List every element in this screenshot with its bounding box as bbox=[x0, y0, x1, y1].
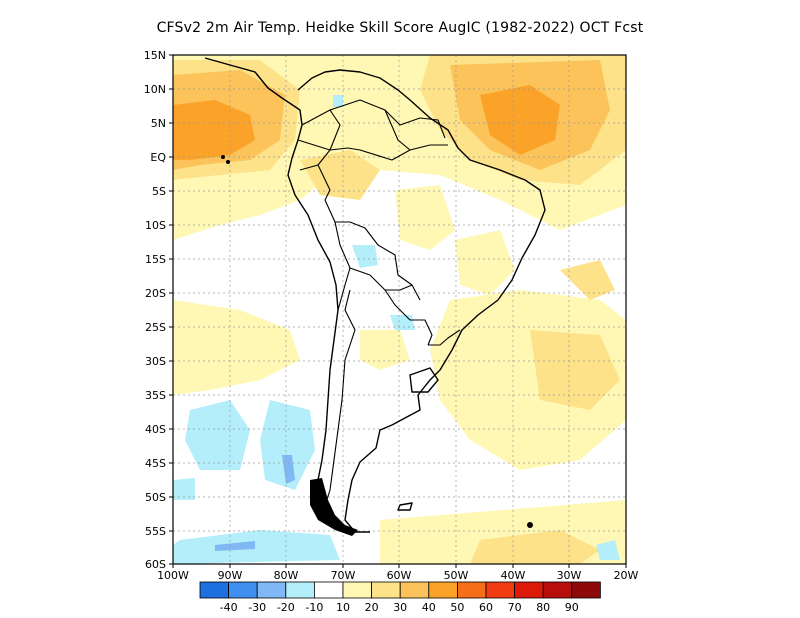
colorbar-swatch bbox=[399, 581, 430, 599]
colorbar-label: 50 bbox=[450, 601, 464, 614]
lon-label: 70W bbox=[331, 569, 356, 582]
colorbar-swatch bbox=[456, 581, 487, 599]
colorbar-labels: -40 -30 -20 -10 10 20 30 40 50 60 70 80 90 bbox=[220, 601, 579, 614]
colorbar-label: 60 bbox=[479, 601, 493, 614]
lon-label: 90W bbox=[218, 569, 243, 582]
colorbar-swatch bbox=[342, 581, 373, 599]
colorbar-label: -10 bbox=[305, 601, 323, 614]
country-borders bbox=[297, 99, 461, 516]
lat-label: 40S bbox=[145, 423, 166, 436]
lat-label: 10S bbox=[145, 219, 166, 232]
colorbar-label: -20 bbox=[277, 601, 295, 614]
colorbar-swatch bbox=[514, 581, 544, 599]
colorbar-label: 80 bbox=[536, 601, 550, 614]
lat-label: 5S bbox=[152, 185, 166, 198]
lat-label: 25S bbox=[145, 321, 166, 334]
lon-label: 40W bbox=[501, 569, 526, 582]
colorbar-label: 10 bbox=[336, 601, 350, 614]
lon-label: 20W bbox=[614, 569, 639, 582]
lon-label: 100W bbox=[157, 569, 189, 582]
lat-label: 60S bbox=[145, 558, 166, 571]
colorbar-swatch bbox=[485, 581, 516, 599]
colorbar-swatch bbox=[571, 581, 601, 599]
colorbar-swatch bbox=[256, 581, 287, 599]
lon-label: 60W bbox=[387, 569, 412, 582]
lat-label: 30S bbox=[145, 355, 166, 368]
colorbar-label: 70 bbox=[508, 601, 522, 614]
colorbar-label: 30 bbox=[393, 601, 407, 614]
colorbar-swatch bbox=[371, 581, 401, 599]
colorbar-swatch bbox=[542, 581, 573, 599]
colorbar-label: -40 bbox=[220, 601, 238, 614]
colorbar-swatch bbox=[313, 581, 344, 599]
lat-label: 15S bbox=[145, 253, 166, 266]
map-title: CFSv2 2m Air Temp. Heidke Skill Score Au… bbox=[156, 20, 644, 36]
lon-label: 50W bbox=[444, 569, 469, 582]
colorbar-label: 20 bbox=[365, 601, 379, 614]
colorbar-label: -30 bbox=[248, 601, 266, 614]
colorbar-swatch bbox=[228, 581, 258, 599]
lat-label: 45S bbox=[145, 457, 166, 470]
colorbar-label: 40 bbox=[422, 601, 436, 614]
tick-marks bbox=[169, 54, 627, 568]
graticule bbox=[173, 55, 626, 564]
colorbar-swatch bbox=[285, 581, 315, 599]
lat-label: 20S bbox=[145, 287, 166, 300]
lon-label: 30W bbox=[557, 569, 582, 582]
colorbar-boxes bbox=[199, 581, 601, 599]
lat-label: 10N bbox=[144, 83, 166, 96]
colorbar-label: 90 bbox=[565, 601, 579, 614]
lat-label: 50S bbox=[145, 491, 166, 504]
lat-label: 55S bbox=[145, 525, 166, 538]
lat-label: EQ bbox=[150, 151, 166, 164]
chile-fjords bbox=[221, 155, 533, 536]
lat-label: 35S bbox=[145, 389, 166, 402]
lat-label: 15N bbox=[144, 49, 166, 62]
colorbar-swatch bbox=[199, 581, 230, 599]
lon-label: 80W bbox=[274, 569, 299, 582]
colorbar-swatch bbox=[428, 581, 458, 599]
lat-label: 5N bbox=[151, 117, 166, 130]
